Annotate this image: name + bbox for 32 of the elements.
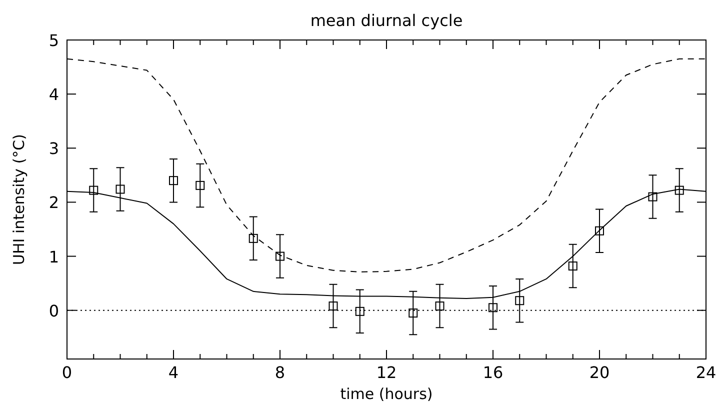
x-tick-label: 20 bbox=[589, 363, 610, 382]
point bbox=[648, 192, 658, 202]
x-tick-label: 0 bbox=[62, 363, 72, 382]
point bbox=[674, 186, 684, 195]
point bbox=[248, 234, 258, 243]
chart-title: mean diurnal cycle bbox=[310, 11, 463, 30]
point bbox=[89, 186, 98, 195]
y-tick-label: 2 bbox=[48, 193, 59, 212]
point bbox=[116, 184, 125, 194]
point bbox=[169, 176, 178, 186]
point bbox=[196, 180, 205, 190]
point bbox=[328, 302, 338, 311]
x-axis-title: time (hours) bbox=[340, 385, 433, 403]
x-tick-label: 8 bbox=[274, 363, 286, 382]
x-tick-label: 16 bbox=[482, 363, 504, 382]
point bbox=[568, 262, 578, 271]
point bbox=[488, 303, 498, 312]
x-tick-label: 24 bbox=[696, 363, 716, 382]
y-tick-label: 5 bbox=[48, 31, 59, 50]
y-tick-label: 4 bbox=[48, 85, 59, 104]
point bbox=[515, 296, 524, 306]
point bbox=[595, 226, 604, 236]
y-axis-title: UHI intensity (°C) bbox=[10, 134, 28, 265]
y-tick-label: 0 bbox=[48, 301, 59, 320]
point bbox=[276, 252, 284, 261]
point bbox=[355, 306, 364, 316]
y-tick-label: 3 bbox=[48, 139, 59, 158]
point bbox=[408, 308, 418, 318]
y-tick-label: 1 bbox=[48, 247, 59, 266]
x-tick-label: 12 bbox=[376, 363, 397, 382]
x-tick-label: 4 bbox=[168, 363, 179, 382]
point bbox=[435, 302, 444, 311]
